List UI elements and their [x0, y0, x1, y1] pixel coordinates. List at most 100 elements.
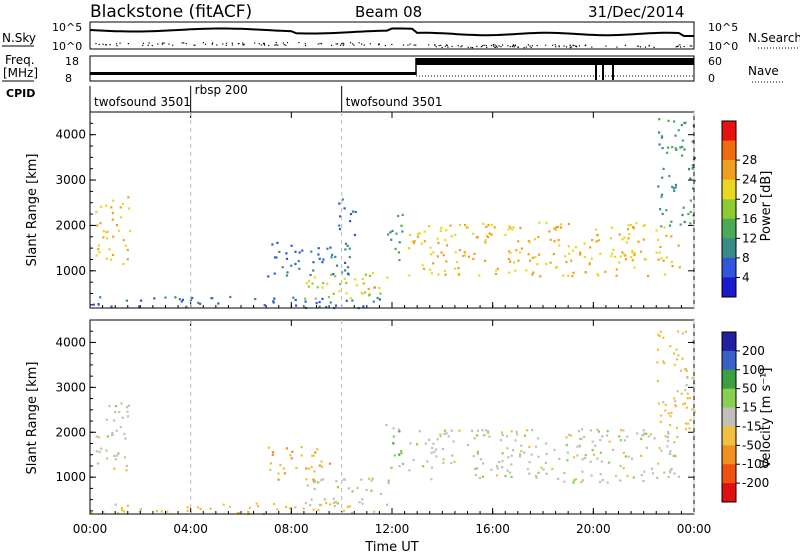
power-point	[217, 302, 220, 305]
velocity-point	[558, 457, 561, 460]
velocity-point	[656, 348, 660, 351]
velocity-point	[618, 435, 621, 438]
velocity-point	[681, 357, 684, 360]
velocity-point	[471, 429, 474, 432]
nsearch-dot	[237, 43, 239, 45]
velocity-point	[501, 466, 504, 469]
power-point	[642, 238, 645, 241]
power-point	[430, 272, 433, 275]
nsearch-dot	[212, 42, 214, 44]
velocity-point	[663, 471, 666, 474]
power-point	[454, 251, 457, 254]
velocity-point	[320, 504, 323, 507]
velocity-point	[576, 445, 579, 448]
velocity-point	[606, 430, 609, 433]
power-point	[485, 225, 488, 228]
velocity-point	[398, 465, 401, 468]
velocity-point	[537, 471, 540, 474]
power-point	[400, 224, 403, 227]
power-point	[559, 223, 563, 226]
power-point	[436, 237, 439, 240]
velocity-point	[650, 467, 653, 470]
power-point	[609, 237, 612, 240]
power-point	[673, 189, 676, 192]
velocity-point	[476, 467, 479, 470]
velocity-point	[447, 435, 450, 438]
colorbar-swatch	[722, 179, 736, 200]
nsearch-dot	[298, 42, 300, 44]
power-point	[591, 239, 594, 242]
velocity-point	[476, 452, 479, 455]
power-point	[397, 251, 401, 254]
velocity-point	[333, 504, 336, 508]
velocity-point	[115, 454, 118, 457]
power-point	[674, 147, 677, 150]
power-point	[680, 124, 683, 127]
velocity-point	[657, 333, 660, 336]
power-point	[430, 253, 433, 256]
power-point	[665, 151, 669, 154]
velocity-point	[476, 450, 479, 453]
power-point	[567, 222, 571, 226]
power-point	[362, 282, 365, 285]
power-point	[552, 253, 555, 256]
nsearch-dot	[494, 46, 496, 48]
velocity-point	[342, 478, 345, 481]
velocity-point	[544, 461, 547, 464]
nsearch-trace	[95, 42, 693, 49]
power-point	[290, 244, 293, 247]
velocity-point	[542, 468, 545, 471]
power-point	[484, 238, 487, 242]
power-point	[633, 266, 636, 269]
velocity-point	[669, 345, 672, 348]
nsearch-dot	[525, 46, 527, 48]
power-point	[119, 216, 123, 219]
power-point	[450, 235, 453, 238]
nsearch-dot	[264, 44, 266, 46]
power-point	[623, 236, 626, 239]
colorbar-tick-label: 50	[742, 382, 757, 396]
velocity-point	[412, 458, 415, 461]
velocity-point	[686, 397, 689, 400]
velocity-point	[473, 437, 476, 440]
velocity-point	[526, 429, 529, 432]
velocity-point	[392, 427, 395, 430]
nsearch-dot	[162, 42, 164, 44]
velocity-point	[680, 392, 683, 395]
nsearch-dot	[350, 42, 352, 44]
velocity-point	[512, 449, 515, 452]
velocity-point	[336, 486, 339, 489]
power-point	[322, 258, 325, 261]
power-point	[304, 297, 307, 300]
velocity-point	[686, 376, 689, 379]
velocity-point	[482, 462, 485, 465]
cpid-segment-label: twofsound 3501	[346, 95, 443, 109]
power-point	[379, 292, 382, 295]
power-point	[292, 296, 295, 299]
power-point	[594, 228, 597, 231]
velocity-point	[422, 465, 425, 468]
power-point	[444, 273, 447, 276]
velocity-point	[313, 470, 316, 473]
velocity-point	[498, 460, 501, 464]
velocity-point	[351, 511, 354, 514]
x-tick-label: 00:00	[73, 522, 108, 536]
y-tick-label: 4000	[55, 335, 86, 349]
velocity-point	[599, 439, 602, 442]
velocity-point	[96, 462, 99, 465]
velocity-point	[284, 505, 288, 508]
velocity-point	[528, 445, 531, 448]
nsearch-dot	[578, 45, 580, 47]
nsearch-dot	[575, 45, 577, 47]
velocity-point	[505, 435, 509, 438]
velocity-point	[430, 451, 433, 454]
power-point	[667, 146, 670, 149]
power-point	[691, 140, 694, 143]
power-point	[681, 213, 684, 217]
power-point	[525, 269, 528, 272]
velocity-point	[606, 434, 609, 437]
velocity-point	[578, 445, 581, 448]
velocity-point	[507, 456, 510, 459]
nsearch-dot	[573, 45, 575, 47]
power-point	[429, 246, 432, 249]
